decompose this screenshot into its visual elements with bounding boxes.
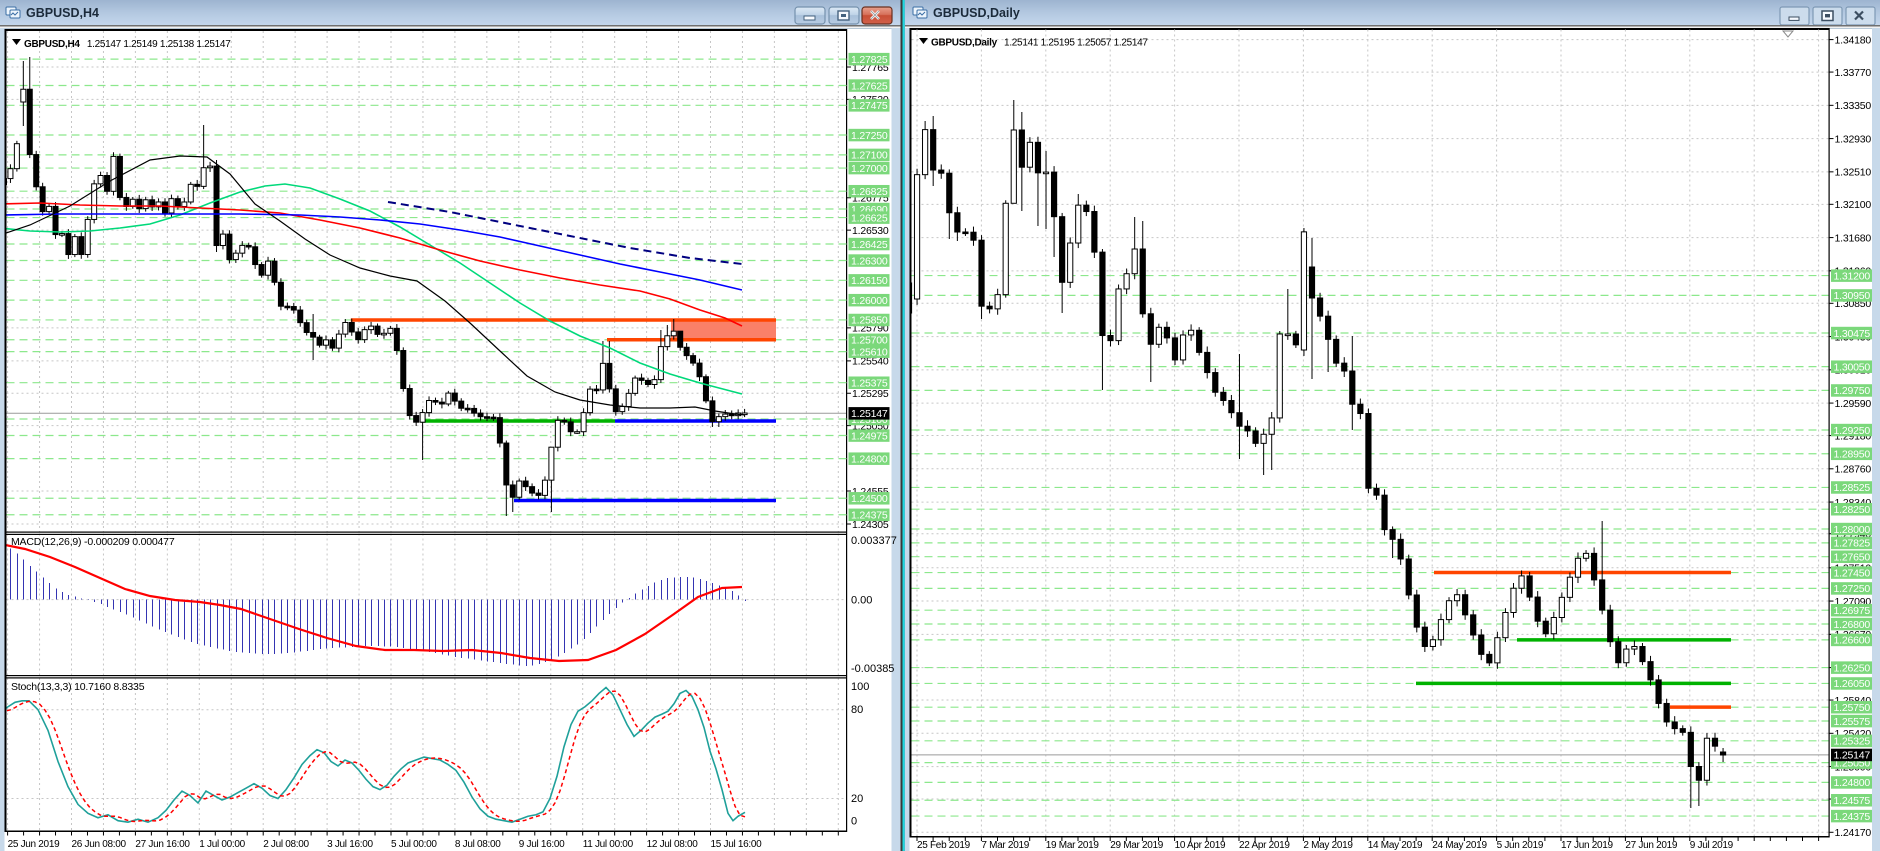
svg-text:1.32930: 1.32930 <box>1835 133 1872 145</box>
svg-text:22 Apr 2019: 22 Apr 2019 <box>1239 840 1290 851</box>
svg-text:1.27250: 1.27250 <box>851 130 888 142</box>
svg-text:1.26530: 1.26530 <box>852 225 889 237</box>
svg-text:1.29590: 1.29590 <box>1835 398 1872 410</box>
svg-text:Stoch(13,3,3) 10.7160 8.8335: Stoch(13,3,3) 10.7160 8.8335 <box>11 681 145 693</box>
svg-text:1.25375: 1.25375 <box>851 377 888 389</box>
svg-text:1.24975: 1.24975 <box>851 430 888 442</box>
svg-text:1.25295: 1.25295 <box>852 388 889 400</box>
svg-text:1.24575: 1.24575 <box>1834 795 1871 807</box>
svg-text:1.29250: 1.29250 <box>1834 425 1871 437</box>
svg-text:1.26000: 1.26000 <box>851 295 888 307</box>
svg-text:1.26250: 1.26250 <box>1834 662 1871 674</box>
svg-text:26 Jun 08:00: 26 Jun 08:00 <box>72 839 127 850</box>
svg-text:1.27000: 1.27000 <box>851 163 888 175</box>
svg-text:2 Jul 08:00: 2 Jul 08:00 <box>263 839 309 850</box>
svg-text:19 Mar 2019: 19 Mar 2019 <box>1046 840 1100 851</box>
svg-text:1.27650: 1.27650 <box>1834 552 1871 564</box>
svg-text:1.27450: 1.27450 <box>1834 567 1871 579</box>
svg-text:1.28760: 1.28760 <box>1835 464 1872 476</box>
svg-text:27 Jun 2019: 27 Jun 2019 <box>1625 840 1677 851</box>
svg-text:1.29750: 1.29750 <box>1834 385 1871 397</box>
svg-text:1.24500: 1.24500 <box>851 493 888 505</box>
svg-text:20: 20 <box>851 793 863 805</box>
svg-text:1.25147: 1.25147 <box>851 408 888 420</box>
svg-text:0: 0 <box>851 816 857 828</box>
svg-text:1.24375: 1.24375 <box>1834 811 1871 823</box>
svg-text:1.25700: 1.25700 <box>851 335 888 347</box>
svg-text:1.30050: 1.30050 <box>1834 361 1871 373</box>
svg-text:1.26425: 1.26425 <box>851 239 888 251</box>
svg-text:1.25610: 1.25610 <box>851 346 888 358</box>
svg-text:1.27475: 1.27475 <box>851 100 888 112</box>
svg-text:1.25575: 1.25575 <box>1834 716 1871 728</box>
svg-text:1.25850: 1.25850 <box>851 315 888 327</box>
svg-text:3 Jul 16:00: 3 Jul 16:00 <box>327 839 373 850</box>
svg-text:GBPUSD,Daily: GBPUSD,Daily <box>933 6 1020 20</box>
svg-text:1.32510: 1.32510 <box>1835 167 1872 179</box>
svg-text:0.00: 0.00 <box>851 595 872 607</box>
svg-text:1.24800: 1.24800 <box>851 453 888 465</box>
svg-text:25 Jun 2019: 25 Jun 2019 <box>8 839 60 850</box>
svg-text:11 Jul 00:00: 11 Jul 00:00 <box>583 839 634 850</box>
svg-text:1.26050: 1.26050 <box>1834 678 1871 690</box>
svg-text:1.24375: 1.24375 <box>851 510 888 522</box>
svg-text:1.25325: 1.25325 <box>1834 736 1871 748</box>
svg-text:29 Mar 2019: 29 Mar 2019 <box>1110 840 1164 851</box>
svg-text:1.26800: 1.26800 <box>1834 619 1871 631</box>
svg-text:5 Jun 2019: 5 Jun 2019 <box>1497 840 1544 851</box>
svg-text:MACD(12,26,9) -0.000209 0.0004: MACD(12,26,9) -0.000209 0.000477 <box>11 536 175 548</box>
svg-text:15 Jul 16:00: 15 Jul 16:00 <box>711 839 763 850</box>
svg-text:25 Feb 2019: 25 Feb 2019 <box>917 840 971 851</box>
svg-text:1.27250: 1.27250 <box>1834 583 1871 595</box>
svg-text:1.33770: 1.33770 <box>1835 67 1872 79</box>
svg-text:1.27825: 1.27825 <box>1834 538 1871 550</box>
svg-text:1.25147: 1.25147 <box>1834 750 1871 762</box>
svg-text:GBPUSD,H4 1.25147 1.25149 1.2: GBPUSD,H4 1.25147 1.25149 1.25138 1.2514… <box>24 39 231 50</box>
svg-text:1.26150: 1.26150 <box>851 275 888 287</box>
svg-text:8 Jul 08:00: 8 Jul 08:00 <box>455 839 501 850</box>
svg-text:17 Jun 2019: 17 Jun 2019 <box>1561 840 1613 851</box>
svg-text:GBPUSD,Daily 1.25141 1.25195: GBPUSD,Daily 1.25141 1.25195 1.25057 1.2… <box>931 38 1148 49</box>
svg-text:100: 100 <box>851 681 869 693</box>
svg-text:5 Jul 00:00: 5 Jul 00:00 <box>391 839 437 850</box>
svg-text:1.31200: 1.31200 <box>1834 270 1871 282</box>
svg-text:12 Jul 08:00: 12 Jul 08:00 <box>647 839 699 850</box>
svg-text:1.27625: 1.27625 <box>851 80 888 92</box>
svg-text:1.27100: 1.27100 <box>851 150 888 162</box>
svg-text:1.26300: 1.26300 <box>851 255 888 267</box>
svg-text:1.25750: 1.25750 <box>1834 702 1871 714</box>
svg-text:1.28000: 1.28000 <box>1834 524 1871 536</box>
svg-text:1.26625: 1.26625 <box>851 212 888 224</box>
svg-text:1.32100: 1.32100 <box>1835 199 1872 211</box>
svg-text:1.34180: 1.34180 <box>1835 34 1872 46</box>
svg-text:1.26600: 1.26600 <box>1834 635 1871 647</box>
svg-text:1.26975: 1.26975 <box>1834 605 1871 617</box>
svg-text:1.24800: 1.24800 <box>1834 777 1871 789</box>
svg-text:1.28525: 1.28525 <box>1834 482 1871 494</box>
svg-text:80: 80 <box>851 704 863 716</box>
svg-text:1.30475: 1.30475 <box>1834 328 1871 340</box>
svg-text:10 Apr 2019: 10 Apr 2019 <box>1175 840 1226 851</box>
svg-text:1.26825: 1.26825 <box>851 186 888 198</box>
svg-text:1.30950: 1.30950 <box>1834 290 1871 302</box>
svg-text:2 May 2019: 2 May 2019 <box>1303 840 1353 851</box>
svg-text:GBPUSD,H4: GBPUSD,H4 <box>26 6 99 20</box>
svg-text:1.31680: 1.31680 <box>1835 232 1872 244</box>
svg-text:0.003377: 0.003377 <box>851 535 897 547</box>
svg-text:-0.00385: -0.00385 <box>851 663 894 675</box>
svg-text:24 May 2019: 24 May 2019 <box>1432 840 1487 851</box>
svg-text:1.33350: 1.33350 <box>1835 100 1872 112</box>
svg-text:7 Mar 2019: 7 Mar 2019 <box>981 840 1029 851</box>
svg-text:14 May 2019: 14 May 2019 <box>1368 840 1423 851</box>
svg-text:1.25540: 1.25540 <box>852 356 889 368</box>
svg-text:27 Jun 16:00: 27 Jun 16:00 <box>135 839 190 850</box>
svg-text:9 Jul 16:00: 9 Jul 16:00 <box>519 839 565 850</box>
svg-text:1.28250: 1.28250 <box>1834 504 1871 516</box>
svg-text:9 Jul 2019: 9 Jul 2019 <box>1690 840 1734 851</box>
svg-text:1.27825: 1.27825 <box>851 54 888 66</box>
svg-text:1.24305: 1.24305 <box>852 519 889 531</box>
svg-text:1.28950: 1.28950 <box>1834 449 1871 461</box>
svg-text:1.24170: 1.24170 <box>1835 827 1872 839</box>
svg-text:1 Jul 00:00: 1 Jul 00:00 <box>199 839 245 850</box>
